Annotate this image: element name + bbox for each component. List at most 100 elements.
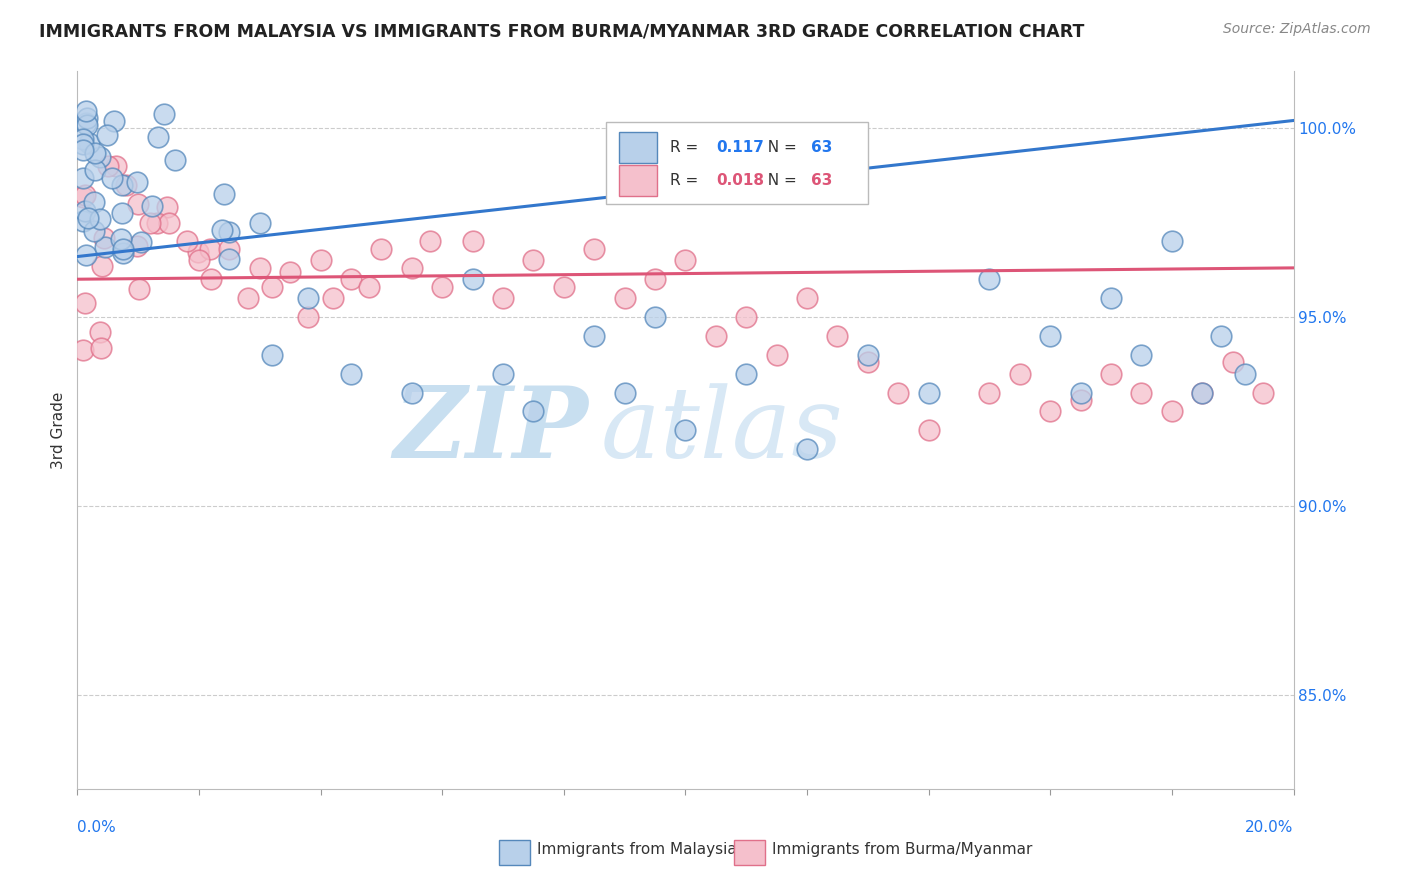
Point [89,150,111,164]
Point [103,114,125,128]
Point [111,178,134,193]
Point [1191,385,1213,400]
Point [75,248,97,262]
Point [156,200,179,214]
Point [146,215,169,229]
Point [76,118,98,132]
Point [613,385,636,400]
Point [127,196,149,211]
Point [101,171,124,186]
Point [218,252,240,267]
Text: Immigrants from Burma/Myanmar: Immigrants from Burma/Myanmar [772,842,1032,856]
Text: R =: R = [669,140,703,155]
Point [90,341,112,355]
FancyBboxPatch shape [619,132,658,162]
Point [83,194,105,209]
Point [796,442,818,457]
Point [278,265,301,279]
Point [827,329,849,343]
Text: N =: N = [758,173,801,188]
Point [1039,329,1062,343]
Point [553,279,575,293]
Point [153,107,176,121]
Point [157,215,180,229]
Point [83,224,105,238]
Point [211,223,233,237]
Point [73,204,96,219]
Point [492,291,515,305]
Point [249,215,271,229]
Point [704,329,727,343]
Point [218,242,240,256]
Point [260,348,283,362]
Text: atlas: atlas [600,383,844,478]
Point [200,272,222,286]
Point [796,291,818,305]
Point [1209,329,1232,343]
Point [97,159,120,173]
Point [249,260,271,275]
Point [1130,385,1153,400]
Point [1233,367,1256,381]
Point [128,283,150,297]
Y-axis label: 3rd Grade: 3rd Grade [51,392,66,469]
Point [765,348,787,362]
Point [72,132,94,146]
Point [1222,355,1244,369]
Point [297,291,319,305]
Point [887,385,910,400]
Text: Source: ZipAtlas.com: Source: ZipAtlas.com [1223,22,1371,37]
Point [401,260,423,275]
Text: 0.018: 0.018 [716,173,763,188]
Point [644,272,666,286]
Text: 0.0%: 0.0% [77,820,117,835]
Point [675,423,697,437]
Point [141,199,163,213]
Point [127,175,149,189]
Point [675,253,697,268]
Point [461,235,484,249]
Point [72,143,94,157]
Point [359,279,381,293]
Point [1161,235,1184,249]
Point [340,272,363,286]
Point [198,242,221,256]
Point [340,367,363,381]
Point [139,215,162,229]
Point [1039,404,1062,418]
Point [309,253,332,268]
Point [735,367,758,381]
Point [918,423,941,437]
Point [1070,393,1092,408]
Point [75,296,97,310]
FancyBboxPatch shape [606,121,868,204]
Point [105,159,128,173]
Point [89,212,111,227]
Point [522,404,544,418]
Point [979,385,1001,400]
Point [212,186,235,201]
Text: N =: N = [758,140,801,155]
Point [322,291,344,305]
Point [735,310,758,324]
Point [96,128,118,142]
Text: R =: R = [669,173,703,188]
Point [370,242,392,256]
Point [131,235,153,249]
Point [1251,385,1274,400]
Point [419,235,441,249]
Point [1070,385,1092,400]
Point [89,326,111,340]
Point [1008,367,1031,381]
Point [1161,404,1184,418]
Point [110,232,132,246]
Point [187,245,209,260]
Point [260,279,283,293]
Text: Immigrants from Malaysia: Immigrants from Malaysia [537,842,737,856]
Point [84,146,107,161]
Point [84,163,107,178]
Point [115,178,138,192]
Point [613,291,636,305]
Point [111,242,134,256]
Point [432,279,454,293]
